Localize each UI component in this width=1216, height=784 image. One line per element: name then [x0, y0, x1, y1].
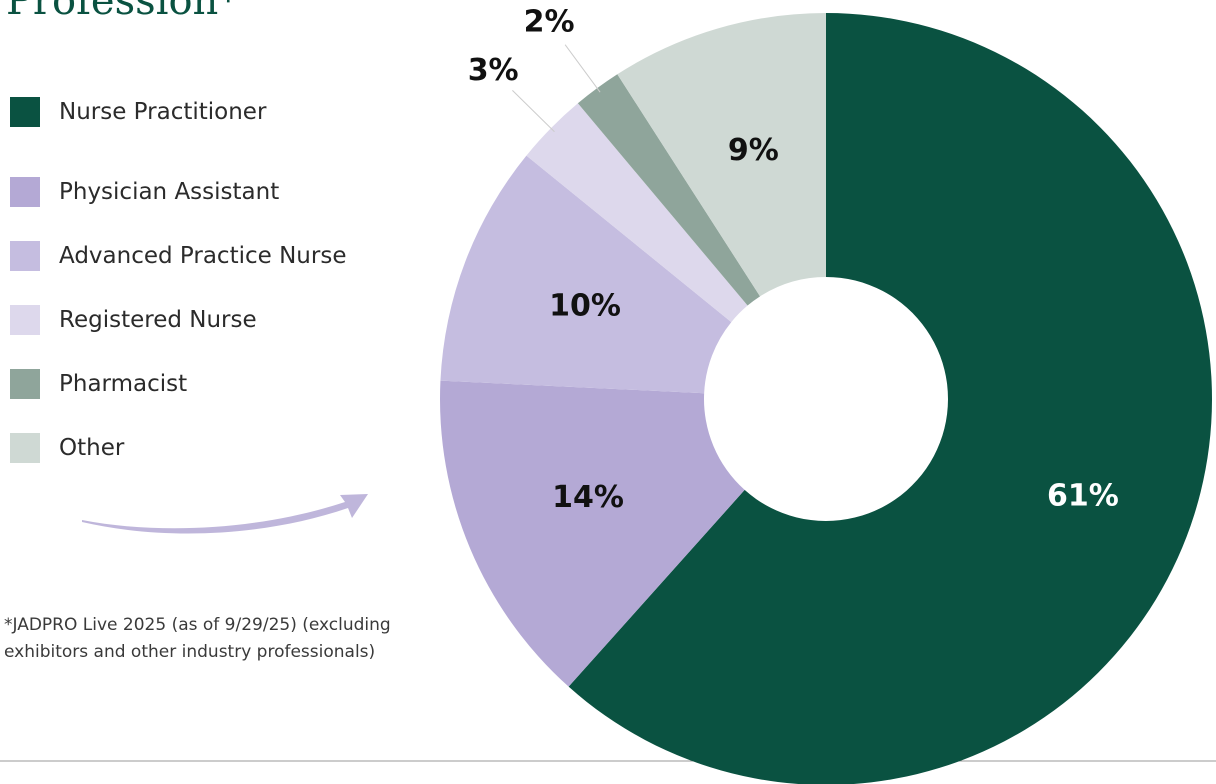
legend-label: Physician Assistant: [59, 179, 279, 205]
legend-label: Nurse Practitioner: [59, 99, 266, 125]
legend-item: Physician Assistant: [10, 160, 346, 224]
leader-line: [512, 90, 554, 131]
legend-swatch: [10, 97, 40, 127]
data-label: 3%: [468, 53, 519, 88]
leader-line: [565, 45, 600, 93]
legend-label: Advanced Practice Nurse: [59, 243, 346, 269]
legend-swatch: [10, 241, 40, 271]
legend-swatch: [10, 177, 40, 207]
legend-label: Other: [59, 435, 124, 461]
chart-title: Profession*: [6, 0, 238, 24]
legend-item: Nurse Practitioner: [10, 96, 346, 128]
page: 61% 14% 10% 3%2% 9% Profession* Nurse Practi…: [0, 0, 1216, 784]
legend-item: Other: [10, 416, 346, 480]
legend-swatch: [10, 369, 40, 399]
data-label: 9%: [728, 133, 779, 168]
legend: Nurse Practitioner Physician Assistant Adv…: [10, 96, 346, 480]
legend-label: Pharmacist: [59, 371, 187, 397]
data-label: 14%: [552, 480, 624, 515]
data-label: 61%: [1047, 479, 1119, 514]
arrow: [82, 494, 368, 534]
legend-swatch: [10, 433, 40, 463]
legend-item: Advanced Practice Nurse: [10, 224, 346, 288]
legend-label: Registered Nurse: [59, 307, 257, 333]
legend-swatch: [10, 305, 40, 335]
footnote: *JADPRO Live 2025 (as of 9/29/25) (exclu…: [4, 612, 394, 666]
legend-item: Pharmacist: [10, 352, 346, 416]
data-label: 2%: [524, 4, 575, 39]
data-label: 10%: [549, 288, 621, 323]
legend-item: Registered Nurse: [10, 288, 346, 352]
